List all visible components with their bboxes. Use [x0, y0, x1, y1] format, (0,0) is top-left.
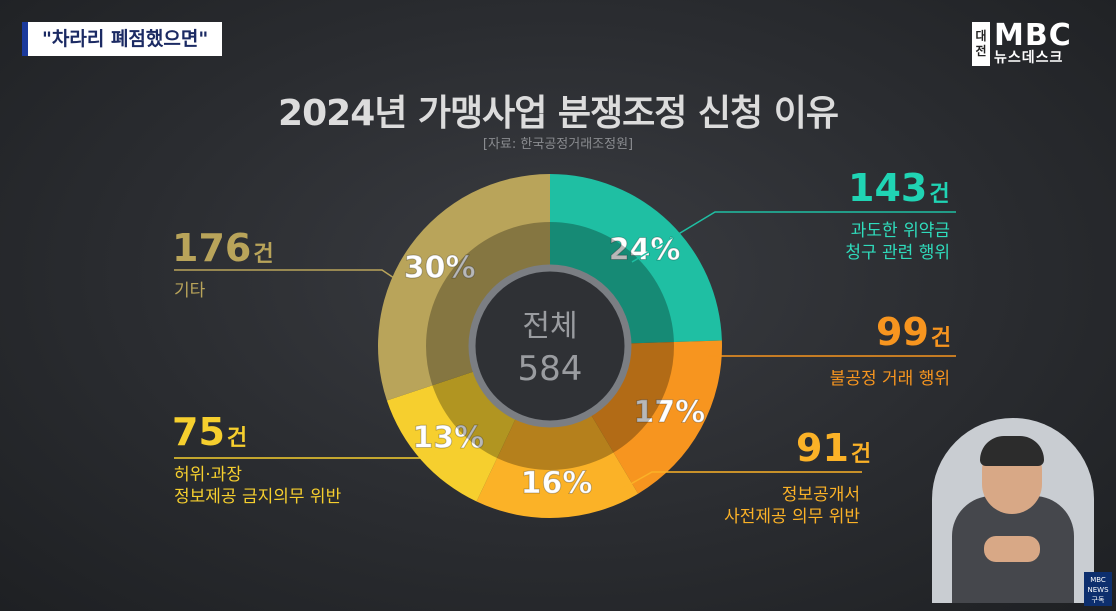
slice-2-count: 91건 [796, 426, 872, 470]
slice-4-count: 176건 [172, 226, 274, 270]
donut-inner-shadow [426, 222, 674, 470]
donut-slice-4 [377, 174, 550, 401]
slice-0-label-line-2: 청구 관련 행위 [845, 243, 950, 263]
donut-percent-label-4: 30% [404, 251, 476, 286]
donut-percent-label-2: 16% [521, 466, 593, 501]
slice-1-count: 99건 [876, 310, 952, 354]
slice-2-label: 정보공개서 사전제공 의무 위반 [660, 484, 860, 528]
sign-language-interpreter-inset [932, 418, 1094, 603]
leader-line-4 [174, 269, 413, 291]
slice-3-count: 75건 [172, 410, 248, 454]
badge-line-1: MBC [1090, 576, 1106, 584]
slice-3-label-line-1: 허위·과장 [174, 465, 242, 485]
slice-2-label-line-1: 정보공개서 [781, 485, 860, 505]
interpreter-hair [980, 436, 1044, 466]
donut-percent-label-1: 17% [633, 395, 705, 430]
leader-line-0 [631, 211, 956, 263]
slice-3-label-line-2: 정보제공 금지의무 위반 [174, 487, 342, 507]
leader-line-2 [619, 471, 862, 491]
slice-2-label-line-2: 사전제공 의무 위반 [724, 507, 860, 527]
badge-line-3: 구독 [1091, 596, 1105, 604]
logo-region-char-2: 전 [975, 44, 987, 58]
chart-title: 2024년 가맹사업 분쟁조정 신청 이유 [278, 93, 839, 134]
logo-region-char-1: 대 [975, 29, 987, 43]
donut-slice-2 [476, 412, 639, 518]
slice-0-count: 143건 [848, 166, 950, 210]
leader-line-3 [174, 451, 451, 459]
slice-4-label: 기타 [174, 280, 205, 302]
news-caption: "차라리 폐점했으면" [22, 22, 223, 56]
slice-1-label-line-1: 불공정 거래 행위 [829, 369, 950, 389]
center-total-value: 584 [518, 349, 583, 389]
donut-percent-label-0: 24% [609, 232, 681, 267]
interpreter-hands [984, 536, 1040, 562]
logo-brand: MBC 뉴스데스크 [994, 18, 1072, 67]
donut-slice-3 [386, 370, 517, 502]
slice-4-label-line-1: 기타 [174, 281, 206, 301]
mbc-news-subscribe-badge[interactable]: MBC NEWS 구독 [1084, 572, 1112, 606]
donut-percent-label-3: 13% [412, 420, 484, 455]
slice-3-label: 허위·과장 정보제공 금지의무 위반 [174, 464, 341, 508]
center-total-label: 전체 [522, 309, 577, 344]
slice-0-label-line-1: 과도한 위약금 [850, 221, 950, 241]
logo-mbc: MBC [994, 18, 1072, 53]
slice-0-label: 과도한 위약금 청구 관련 행위 [760, 220, 950, 264]
donut-slice-0 [550, 174, 722, 344]
donut-center [468, 264, 632, 428]
chart-source: [자료: 한국공정거래조정원] [482, 137, 634, 152]
badge-line-2: NEWS [1087, 586, 1109, 594]
logo-region: 대 전 [972, 22, 990, 66]
mbc-logo: 대 전 MBC 뉴스데스크 [972, 18, 1072, 67]
slice-1-label: 불공정 거래 행위 [760, 368, 950, 390]
logo-program: 뉴스데스크 [994, 50, 1064, 66]
